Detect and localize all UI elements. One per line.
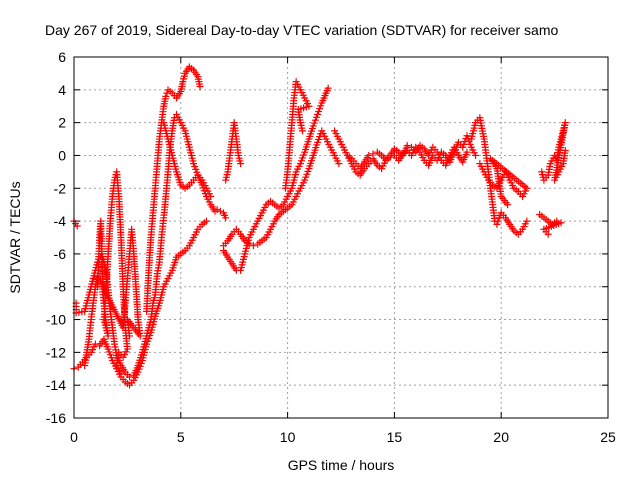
y-tick-label: -2 — [54, 180, 67, 196]
data-point-marker — [207, 192, 215, 200]
x-tick-labels: 0 5 10 15 20 25 — [70, 429, 616, 445]
y-tick-label: -8 — [54, 279, 67, 295]
y-tick-label: -4 — [54, 213, 67, 229]
data-point-marker — [117, 370, 125, 378]
y-tick-label: 4 — [58, 82, 66, 98]
y-axis-title: SDTVAR / TECUs — [7, 181, 23, 293]
data-point-marker — [213, 206, 221, 214]
data-point-marker — [523, 217, 531, 225]
data-point-marker — [561, 147, 569, 155]
series-track-f — [160, 119, 215, 200]
data-point-marker — [249, 242, 257, 250]
y-tick-label: -6 — [54, 246, 67, 262]
data-point-marker — [504, 201, 512, 209]
x-tick-label: 0 — [70, 429, 78, 445]
data-point-marker — [403, 142, 411, 150]
y-tick-labels: -16 -14 -12 -10 -8 -6 -4 -2 0 2 4 6 — [46, 49, 66, 426]
y-tick-label: -16 — [46, 410, 66, 426]
x-axis-title: GPS time / hours — [288, 457, 395, 473]
series-track-i — [220, 84, 332, 274]
data-point-marker — [369, 150, 377, 158]
series-track-m — [343, 142, 471, 173]
data-point-marker — [493, 220, 501, 228]
data-point-marker — [544, 230, 552, 238]
data-point-marker — [299, 127, 307, 135]
data-point-marker — [237, 160, 245, 168]
chart-title: Day 267 of 2019, Sidereal Day-to-day VTE… — [45, 22, 558, 38]
data-point-marker — [463, 148, 471, 156]
y-tick-label: 0 — [58, 147, 66, 163]
series-track-h — [222, 119, 245, 184]
series-track-n — [467, 114, 531, 238]
x-tick-label: 10 — [280, 429, 296, 445]
x-tick-label: 20 — [493, 429, 509, 445]
data-point-marker — [472, 151, 480, 159]
data-point-marker — [73, 222, 81, 230]
series-track-p — [536, 119, 569, 238]
data-point-marker — [126, 373, 134, 381]
gridlines — [74, 57, 608, 418]
data-point-marker — [494, 217, 502, 225]
data-point-marker — [196, 83, 204, 91]
series-track-g — [213, 206, 230, 222]
x-tick-label: 25 — [600, 429, 616, 445]
data-point-marker — [216, 207, 224, 215]
data-point-marker — [365, 151, 373, 159]
data-point-marker — [324, 84, 332, 92]
data-point-marker — [222, 214, 230, 222]
x-tick-label: 15 — [387, 429, 403, 445]
data-point-marker — [335, 160, 343, 168]
data-point-marker — [202, 217, 210, 225]
series-track-d — [93, 217, 144, 340]
y-tick-label: -14 — [46, 377, 66, 393]
plot-frame — [73, 56, 609, 419]
series-track-e — [143, 63, 204, 315]
series-track-b — [70, 110, 219, 381]
data-point-marker — [162, 92, 170, 100]
x-tick-label: 5 — [177, 429, 185, 445]
data-markers — [70, 63, 569, 389]
series-track-j — [220, 127, 343, 250]
y-tick-label: -12 — [46, 344, 66, 360]
series-track-k — [281, 78, 313, 192]
y-tick-label: -10 — [46, 312, 66, 328]
series-track-o — [476, 155, 531, 209]
data-point-marker — [126, 332, 134, 340]
y-tick-label: 2 — [58, 115, 66, 131]
y-tick-label: 6 — [58, 49, 66, 65]
data-point-marker — [245, 240, 253, 248]
